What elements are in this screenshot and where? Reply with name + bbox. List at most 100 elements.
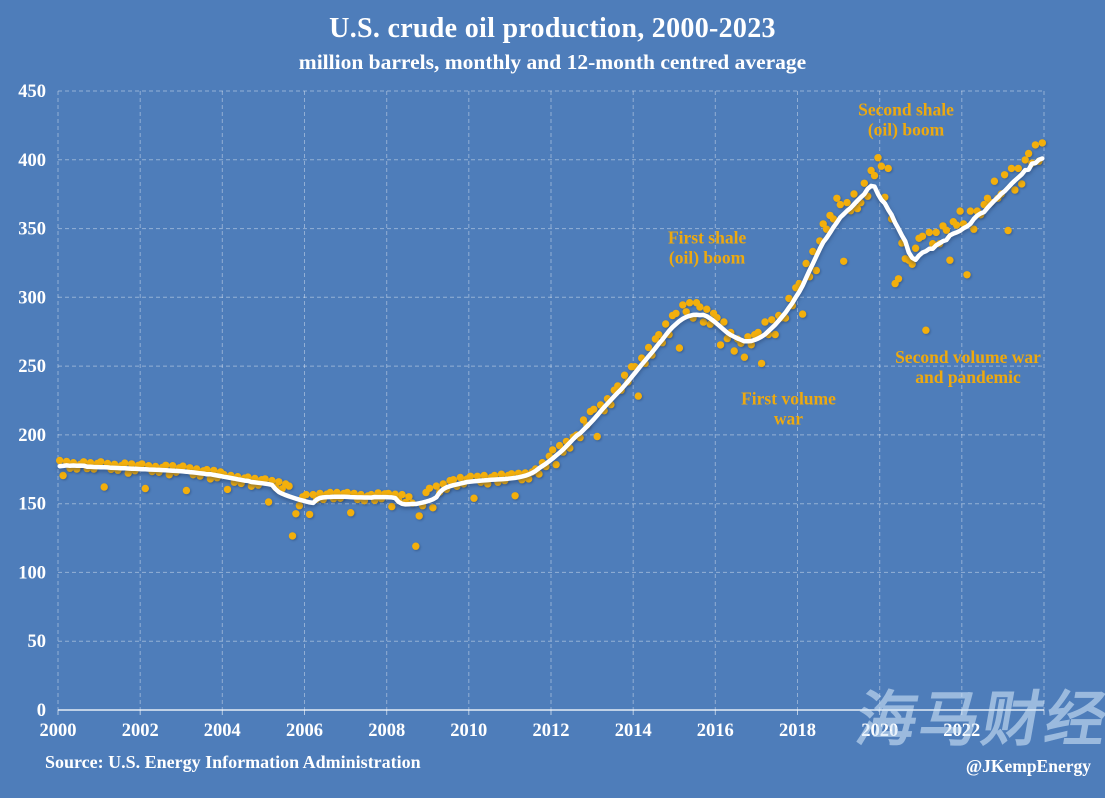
monthly-dot	[853, 204, 862, 213]
x-tick-label: 2016	[697, 721, 734, 741]
monthly-dot	[97, 458, 105, 466]
monthly-dot	[555, 441, 564, 450]
monthly-dot	[696, 303, 704, 311]
monthly-dot	[620, 371, 629, 379]
monthly-dot	[874, 154, 882, 162]
monthly-dot	[970, 225, 978, 233]
monthly-dot	[1004, 226, 1012, 235]
monthly-dot	[877, 162, 886, 170]
monthly-dot	[675, 344, 684, 352]
monthly-dot	[798, 310, 807, 318]
annotation-label: First shale (oil) boom	[668, 227, 746, 267]
monthly-dot	[261, 475, 269, 483]
monthly-dot	[699, 318, 708, 326]
annotation-line: and pandemic	[915, 367, 1021, 387]
monthly-dot	[911, 244, 920, 252]
monthly-dot	[966, 207, 975, 215]
monthly-dot	[1011, 186, 1019, 194]
monthly-dot	[466, 472, 475, 480]
monthly-dot	[730, 347, 738, 355]
monthly-dot	[644, 343, 653, 352]
monthly-dot	[121, 459, 129, 467]
annotation-label: First volume war	[741, 388, 836, 428]
x-tick-label: 2006	[286, 721, 323, 741]
monthly-dot	[405, 493, 413, 501]
monthly-dot	[497, 470, 506, 478]
monthly-dot	[723, 334, 731, 343]
monthly-dot	[590, 405, 598, 413]
x-tick-label: 2000	[40, 721, 77, 741]
monthly-dot	[295, 502, 304, 510]
monthly-dot	[922, 326, 930, 334]
monthly-dot	[990, 177, 999, 185]
monthly-dot	[480, 471, 488, 480]
average-line	[57, 156, 1045, 507]
monthly-dot	[470, 494, 478, 502]
monthly-dot	[908, 260, 916, 268]
monthly-dot	[141, 484, 149, 493]
y-tick-label: 0	[37, 701, 46, 721]
monthly-dot	[206, 475, 215, 483]
monthly-dot	[473, 472, 482, 480]
monthly-dot	[1031, 141, 1040, 149]
monthly-dot	[579, 416, 588, 424]
monthly-dot	[179, 462, 187, 470]
monthly-dot	[425, 484, 434, 492]
monthly-dot	[672, 309, 680, 318]
monthly-dot	[850, 190, 858, 198]
monthly-dot	[655, 331, 663, 339]
monthly-dot	[302, 490, 310, 499]
monthly-dot	[305, 510, 314, 519]
monthly-dot	[223, 485, 232, 494]
monthly-dot	[333, 488, 341, 497]
monthly-dot	[740, 353, 749, 361]
monthly-dot	[165, 471, 173, 479]
y-tick-label: 300	[18, 288, 46, 308]
monthly-dot	[686, 299, 694, 307]
monthly-dot	[429, 504, 437, 512]
monthly-dot	[761, 318, 769, 326]
y-tick-label: 250	[18, 357, 46, 377]
monthly-dot	[56, 456, 64, 465]
annotation-line: (oil) boom	[669, 247, 746, 267]
monthly-dot	[343, 488, 351, 497]
monthly-dot	[1021, 156, 1029, 164]
monthly-dot	[963, 271, 971, 279]
monthly-dot	[398, 490, 406, 499]
monthly-dot	[1000, 171, 1009, 179]
monthly-dot	[549, 446, 557, 454]
monthly-dot	[956, 207, 964, 215]
chart-subtitle: million barrels, monthly and 12-month ce…	[298, 50, 807, 74]
monthly-dot	[326, 488, 334, 497]
x-tick-label: 2014	[615, 721, 652, 741]
monthly-dot	[124, 469, 132, 477]
monthly-dot	[169, 462, 177, 470]
monthly-dot	[316, 489, 324, 498]
monthly-dot	[833, 194, 841, 202]
annotation-line: Second shale	[858, 100, 954, 120]
y-tick-label: 100	[18, 563, 46, 583]
y-tick-label: 350	[18, 220, 46, 240]
annotation-line: war	[774, 408, 803, 428]
monthly-dot	[552, 460, 560, 469]
monthly-dot	[802, 259, 810, 268]
x-tick-label: 2022	[943, 721, 980, 741]
monthly-dot	[720, 318, 728, 326]
monthly-dot	[1014, 164, 1022, 173]
monthly-dot	[1018, 180, 1026, 188]
x-tick-label: 2010	[450, 721, 487, 741]
monthly-dot	[946, 256, 954, 264]
monthly-dot	[127, 460, 136, 468]
monthly-dot	[1038, 139, 1047, 147]
monthly-dot	[682, 308, 690, 316]
monthly-dot	[288, 532, 297, 540]
monthly-dot	[449, 476, 458, 484]
y-tick-label: 50	[28, 632, 47, 652]
monthly-dot	[679, 301, 687, 309]
monthly-dot	[1024, 149, 1033, 158]
monthly-dot	[634, 392, 642, 400]
monthly-dot	[1007, 164, 1016, 173]
monthly-dot	[412, 542, 420, 550]
